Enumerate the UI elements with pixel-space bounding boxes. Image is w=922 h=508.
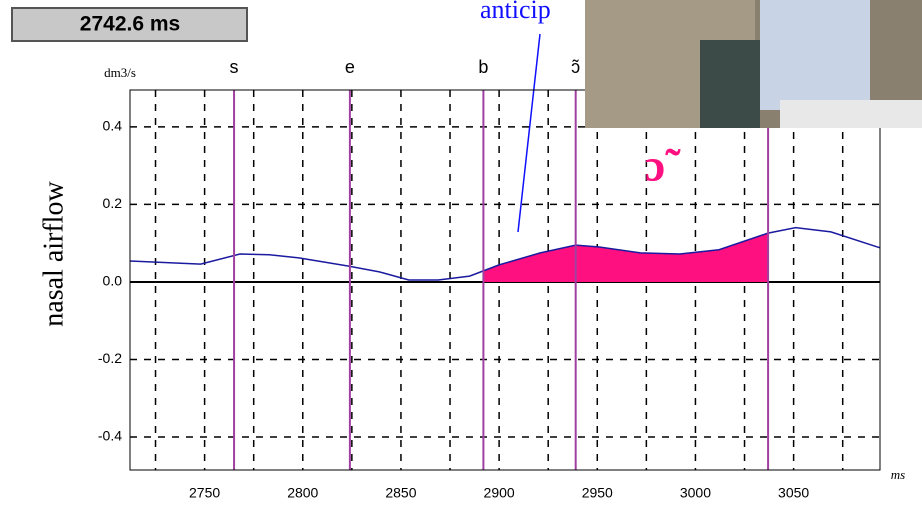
annotation: anticip <box>480 0 551 24</box>
x-tick-label: 2750 <box>189 485 220 501</box>
timer: 2742.6 ms <box>80 13 180 36</box>
segment-label: b <box>478 57 488 77</box>
x-tick-label: 2900 <box>484 485 515 501</box>
annotation-pointer <box>518 34 540 232</box>
segment-label: e <box>345 57 355 77</box>
photo <box>585 0 922 128</box>
y-tick-label: -0.4 <box>98 428 122 444</box>
x-tick-label: 2850 <box>385 485 416 501</box>
x-tick-label: 3000 <box>680 485 711 501</box>
highlight-label: ɔ̃ <box>645 140 681 191</box>
y-tick-label: -0.2 <box>98 350 122 366</box>
y-tick-label: 0.4 <box>103 118 123 134</box>
segment-label: s <box>230 57 239 77</box>
y-tick-label: 0.2 <box>103 195 123 211</box>
segment-label: ɔ̃ <box>571 57 580 77</box>
y-unit: dm3/s <box>104 65 136 80</box>
x-unit: ms <box>891 467 905 482</box>
screen: 2742.6 ms anticip nasal airflow dm3/s ms… <box>0 0 922 508</box>
y-tick-label: 0.0 <box>103 273 123 289</box>
x-tick-label: 2950 <box>582 485 613 501</box>
x-tick-label: 2800 <box>287 485 318 501</box>
y-axis-title: nasal airflow <box>38 181 69 327</box>
x-tick-label: 3050 <box>778 485 809 501</box>
